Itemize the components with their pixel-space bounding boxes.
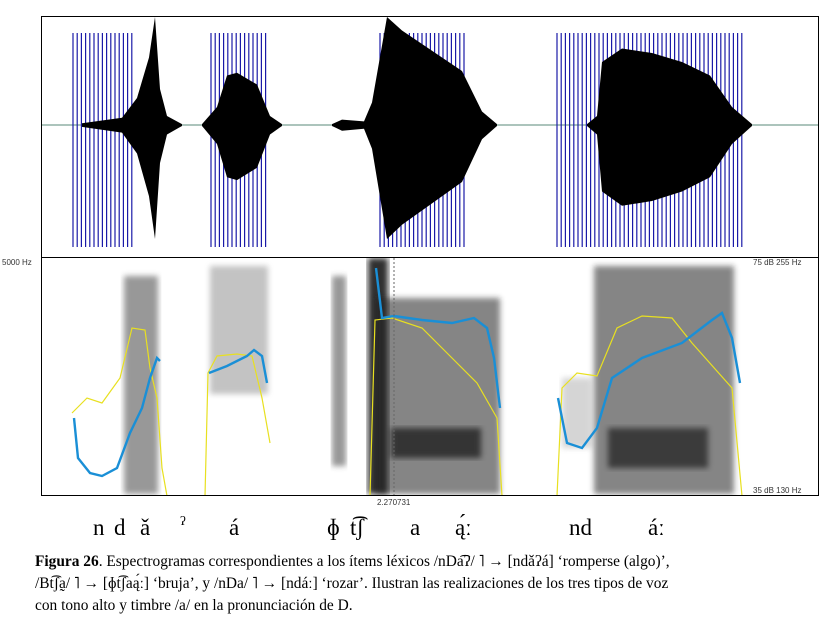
intensity-contour [369,317,503,495]
time-cursor-label: 2.270731 [377,498,411,507]
caption-line-2: /Bt͡ʃa̰/ ˥ → [ɸt͡ʃaą́ː] ‘bruja’, y /nDa/… [35,575,669,592]
spectrogram [71,258,743,495]
spectrogram-energy-band [376,298,500,494]
caption-line-1-text: . Espectrogramas correspondientes a los … [98,553,670,570]
waveform-envelope [587,48,752,206]
ipa-w2-tsh: t͡ʃ [350,515,365,540]
ipa-w1-a2: á [229,515,240,540]
caption-line-3: con tono alto y timbre /a/ en la pronunc… [35,597,353,614]
ipa-w1-d: d [114,515,126,540]
intensity-contour [556,315,743,495]
spectrogram-energy-band [124,276,158,494]
ipa-w1-a: ǎ [140,515,151,540]
ipa-w3-nd: nd [569,515,592,540]
waveform-panel [41,16,819,258]
ipa-w2-a2: ą́ː [455,515,472,540]
freq-bottom-right-label: 35 dB 130 Hz [753,486,802,495]
intensity-contour [71,327,168,495]
pitch-contour-segment [374,267,502,409]
figure-label: Figura 26 [35,553,99,570]
pitch-contour-segment [72,355,161,478]
figure-caption: Figura 26. Espectrogramas correspondient… [35,551,819,617]
waveform-envelope [332,17,497,239]
waveform-envelope [202,72,282,181]
intensity-contour [204,353,271,495]
spectrogram-energy-band [210,266,268,394]
ipa-w2-a: a [410,515,421,540]
ipa-w2-phi: ɸ [327,515,340,540]
spectrogram-energy-band [391,428,481,458]
freq-top-left-label: 5000 Hz [2,258,32,267]
waveform-envelope [82,17,182,239]
ipa-w1-n: n [93,515,105,540]
spectrogram-energy-band [562,378,592,448]
spectrogram-panel [41,258,819,496]
pitch-contour-segment [208,348,269,384]
caption-line-1: Figura 26. Espectrogramas correspondient… [35,551,819,573]
ipa-w1-glottal: ʔ [180,513,186,528]
spectrogram-energy-band [608,428,708,468]
waveform [42,17,818,247]
pitch-contour [71,258,743,495]
spectrogram-energy [124,258,734,494]
freq-top-right-label: 75 dB 255 Hz [753,258,802,267]
spectrogram-energy-band [332,276,346,466]
pitch-contour-segment [556,311,742,450]
ipa-w3-a: áː [648,515,665,540]
